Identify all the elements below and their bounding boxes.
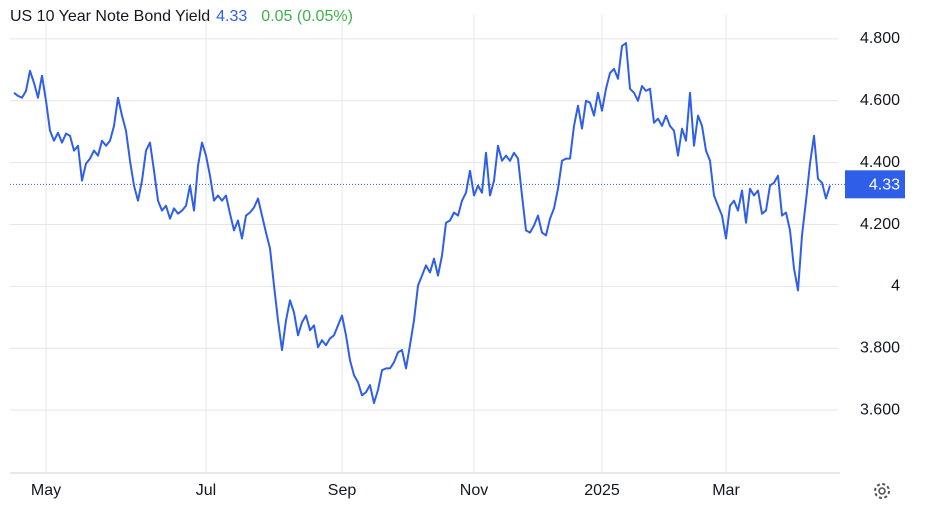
y-tick-label: 4.200	[860, 216, 900, 233]
y-tick-label: 4.800	[860, 30, 900, 47]
x-tick-label: Jul	[196, 482, 216, 499]
chart-header: US 10 Year Note Bond Yield 4.33 0.05 (0.05…	[10, 8, 353, 25]
settings-icon[interactable]	[874, 483, 890, 499]
y-tick-label: 3.800	[860, 339, 900, 356]
x-tick-label: 2025	[584, 482, 620, 499]
x-tick-label: Nov	[460, 482, 488, 499]
x-tick-label: Mar	[712, 482, 740, 499]
last-value-badge	[845, 170, 905, 199]
price-line	[13, 42, 831, 404]
y-tick-label: 4.400	[860, 154, 900, 171]
change: 0.05 (0.05%)	[261, 8, 353, 25]
y-tick-label: 3.600	[860, 401, 900, 418]
x-tick-label: Sep	[328, 482, 357, 499]
y-tick-label: 4	[891, 278, 900, 295]
last-value: 4.33	[216, 8, 247, 25]
y-tick-label: 4.600	[860, 92, 900, 109]
last-value-badge-label: 4.33	[869, 177, 900, 194]
chart-title: US 10 Year Note Bond Yield	[10, 8, 210, 25]
x-tick-label: May	[31, 482, 61, 499]
